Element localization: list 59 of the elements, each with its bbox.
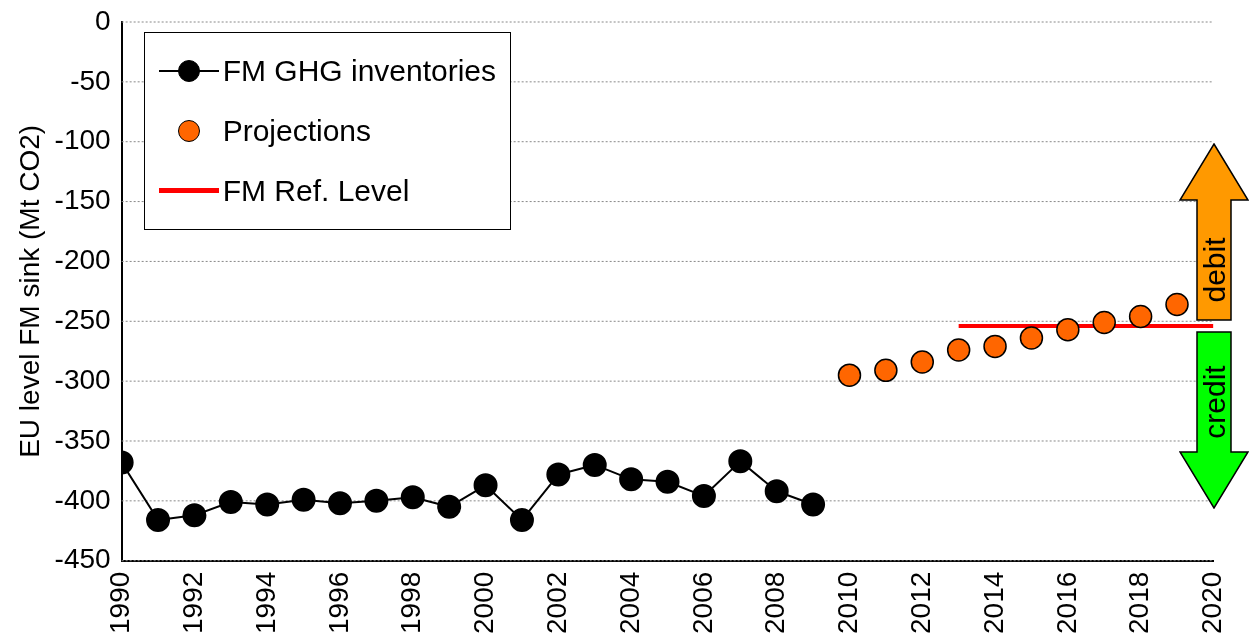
point <box>182 503 207 528</box>
point <box>546 462 571 487</box>
legend-label: FM Ref. Level <box>222 174 410 208</box>
point <box>255 492 280 517</box>
point <box>291 487 316 512</box>
point <box>1056 317 1080 342</box>
point <box>946 338 971 362</box>
point <box>1128 304 1153 329</box>
annotation: credit <box>1197 365 1232 439</box>
point <box>1165 292 1189 317</box>
point <box>655 469 680 494</box>
point <box>437 494 462 519</box>
point <box>983 334 1007 359</box>
legend-label: FM GHG inventories <box>222 54 497 88</box>
x-tick-label: 2016 <box>1050 571 1082 635</box>
y-tick-label: -100 <box>54 124 111 156</box>
point <box>801 492 826 517</box>
x-tick-label: 1994 <box>249 571 281 635</box>
y-tick-label: -150 <box>54 184 111 216</box>
x-tick-label: 2018 <box>1123 571 1155 635</box>
x-tick-label: 2012 <box>904 571 936 635</box>
point <box>509 508 534 533</box>
x-tick-label: 1998 <box>395 571 427 635</box>
x-tick-label: 1996 <box>322 571 354 635</box>
point <box>146 508 171 533</box>
y-tick-label: -400 <box>54 483 111 515</box>
y-tick-label: -50 <box>70 64 111 96</box>
point <box>728 449 753 474</box>
x-tick-label: 2006 <box>686 571 718 635</box>
point <box>1019 326 1044 350</box>
annotation: debit <box>1197 237 1232 303</box>
y-tick-label: -250 <box>54 304 111 335</box>
point <box>874 358 898 383</box>
legend-label: Projections <box>222 114 372 148</box>
point <box>764 479 789 504</box>
x-tick-label: 2002 <box>541 571 573 635</box>
y-tick-label: -350 <box>54 423 111 455</box>
point <box>619 467 644 492</box>
x-tick-label: 1992 <box>177 571 209 635</box>
x-tick-label: 2014 <box>977 571 1009 635</box>
point <box>691 484 716 509</box>
x-tick-label: 2020 <box>1196 571 1228 635</box>
y-tick-label: -200 <box>54 244 111 276</box>
point <box>327 491 352 516</box>
x-tick-label: 2000 <box>468 571 500 635</box>
point <box>364 488 389 513</box>
point <box>837 363 862 387</box>
point <box>400 485 425 510</box>
x-tick-label: 2008 <box>759 571 791 635</box>
point <box>582 452 607 477</box>
y-tick-label: -300 <box>54 363 111 395</box>
point <box>473 473 498 498</box>
y-axis-title: EU level FM sink (Mt CO2) <box>13 124 45 458</box>
point <box>910 350 935 374</box>
y-tick-label: 0 <box>95 4 111 36</box>
point <box>1092 310 1116 335</box>
x-tick-label: 2010 <box>832 571 864 635</box>
x-tick-label: 2004 <box>613 571 645 635</box>
point <box>218 490 243 515</box>
